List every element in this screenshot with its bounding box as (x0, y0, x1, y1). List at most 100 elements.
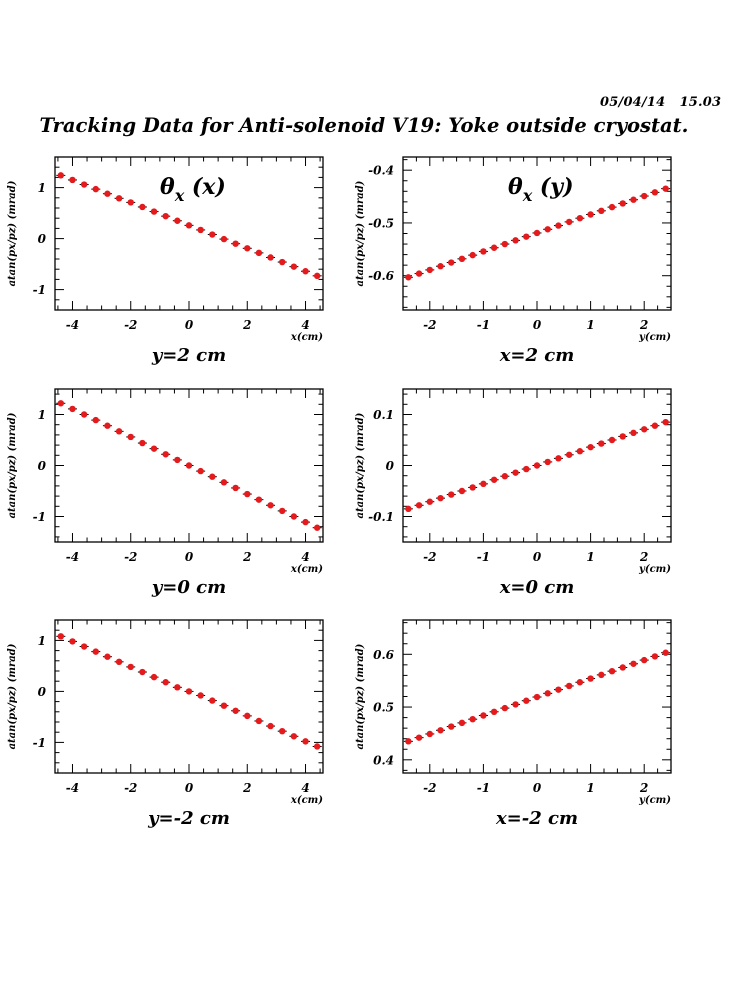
x-tick-label: -2 (423, 550, 436, 564)
data-point (523, 233, 530, 240)
x-tick-label: 0 (185, 781, 194, 795)
data-point (405, 505, 412, 513)
title-subscript: x (522, 186, 533, 205)
x-tick-label: -4 (66, 781, 79, 795)
data-point (598, 671, 605, 679)
data-point (608, 667, 616, 675)
data-point (313, 524, 321, 531)
plot-panel-2: -2 -1 0 1 2 -0.6 -0.5 -0.4 y(cm) atan(px/pz) (mra… (355, 156, 672, 366)
data-point (630, 660, 637, 667)
x-tick-label: 2 (242, 318, 251, 332)
x-tick-label: -2 (124, 781, 137, 795)
data-point (480, 712, 487, 719)
data-point (641, 192, 648, 200)
data-point (185, 688, 193, 695)
y-axis-label: atan(px/pz) (mrad) (7, 643, 18, 749)
data-point (641, 656, 648, 664)
x-tick-label: 1 (586, 550, 594, 564)
data-point (651, 189, 659, 196)
data-point (405, 274, 412, 281)
plot-panel-3: -4 -2 0 2 4 -1 0 1 x(cm) atan(px/pz) (mrad) y=0 cm (7, 388, 324, 598)
data-point (565, 682, 573, 690)
data-point (127, 199, 134, 206)
data-point (267, 254, 274, 261)
date-stamp: 05/04/14 15.03 (600, 95, 745, 110)
y-tick-label: -1 (33, 283, 46, 297)
data-point (469, 484, 476, 491)
x-tick-label: 0 (533, 318, 542, 332)
data-point (587, 675, 594, 682)
data-point (290, 733, 298, 740)
data-point (469, 251, 476, 259)
data-point (576, 215, 584, 222)
x-tick-label: 1 (586, 781, 594, 795)
data-point (139, 203, 146, 211)
data-point (267, 502, 274, 509)
data-point (279, 258, 286, 266)
data-point (80, 411, 88, 418)
data-point (69, 176, 76, 184)
data-point (426, 266, 433, 274)
data-point (267, 722, 274, 730)
x-tick-label: 0 (185, 550, 194, 564)
panel-title: θx (x) (160, 174, 226, 205)
data-point (150, 673, 158, 681)
data-point (127, 663, 134, 671)
data-point (587, 211, 594, 218)
data-point (150, 445, 158, 452)
data-point (209, 697, 216, 704)
data-point (619, 433, 626, 440)
data-point (426, 730, 433, 738)
y-tick-label: 0 (386, 459, 395, 473)
data-point (313, 272, 321, 280)
data-point (512, 701, 519, 708)
data-point (104, 422, 111, 429)
data-point (302, 518, 309, 526)
y-tick-label: -0.4 (368, 164, 394, 178)
panel-subtitle: y=0 cm (151, 577, 226, 598)
x-tick-label: 0 (533, 550, 542, 564)
data-point (458, 487, 466, 495)
panel-subtitle: y=-2 cm (147, 808, 230, 829)
data-point (232, 484, 239, 492)
data-point (555, 455, 562, 462)
x-tick-label: 4 (301, 781, 309, 795)
data-point (302, 268, 309, 275)
x-tick-label: 2 (639, 781, 648, 795)
x-axis-label: y(cm) (638, 332, 671, 343)
data-point (437, 263, 444, 270)
data-point (232, 240, 239, 247)
y-axis-label: atan(px/pz) (mrad) (355, 643, 366, 749)
x-tick-label: -1 (477, 781, 490, 795)
data-point (197, 467, 204, 475)
data-point (127, 433, 134, 441)
data-point (662, 649, 669, 656)
y-tick-label: -0.5 (368, 216, 394, 230)
y-axis-label: atan(px/pz) (mrad) (355, 180, 366, 286)
data-point (448, 491, 455, 498)
data-point (92, 648, 99, 655)
time-text: 15.03 (679, 95, 722, 110)
panel-subtitle: x=0 cm (499, 577, 575, 598)
x-tick-label: 0 (533, 781, 542, 795)
data-point (174, 684, 181, 691)
y-tick-label: -1 (33, 510, 46, 524)
y-tick-label: 0.5 (373, 701, 394, 715)
y-tick-label: 0.6 (373, 648, 395, 662)
y-tick-label: 0 (38, 232, 47, 246)
x-axis-label: y(cm) (638, 564, 671, 575)
data-point (174, 456, 181, 464)
y-tick-label: 0.1 (373, 408, 394, 422)
data-point (501, 473, 509, 480)
title-argument: (y) (532, 174, 573, 200)
y-tick-label: -1 (33, 736, 46, 750)
data-point (630, 196, 637, 203)
data-point (174, 217, 181, 224)
data-point (608, 436, 616, 444)
data-point (598, 207, 605, 215)
x-tick-label: -1 (477, 550, 490, 564)
data-point (469, 715, 476, 723)
data-point (57, 633, 65, 640)
data-point (501, 240, 509, 248)
data-point (302, 738, 309, 745)
